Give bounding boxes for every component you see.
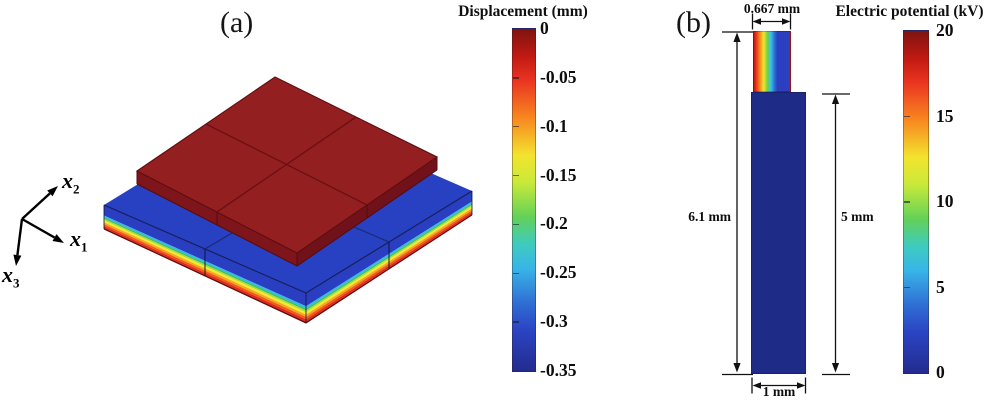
colorbar-tick-mark	[904, 286, 910, 289]
colorbar-tick-label: -0.1	[540, 115, 568, 136]
colorbar-tick-label: 0	[936, 362, 945, 382]
potential-colorbar	[903, 30, 929, 374]
colorbar-tick-label: -0.25	[540, 262, 577, 283]
axis-label-x1: x1	[70, 226, 88, 255]
colorbar-tick-label: 0	[540, 18, 549, 38]
dimension-annotations	[722, 13, 850, 394]
actuator-plate	[135, 76, 439, 267]
dim-label-top-width: 0.667 mm	[743, 1, 801, 16]
dim-label-column-height: 5 mm	[841, 209, 874, 224]
dim-label-total-height: 6.1 mm	[688, 209, 731, 224]
colorbar-tick-mark	[904, 115, 910, 118]
electrode-block	[753, 31, 791, 92]
colorbar-tick-label: 20	[936, 20, 954, 40]
panel-a-label: (a)	[220, 6, 254, 39]
displacement-colorbar-ticks: 0 -0.05 -0.1 -0.15 -0.2 -0.25 -0.3 -0.35	[540, 0, 610, 407]
axis-x1-base: x	[70, 226, 81, 251]
colorbar-tick-label: 5	[936, 276, 945, 297]
colorbar-tick-label: -0.05	[540, 66, 577, 87]
axis-x3-base: x	[2, 262, 13, 287]
colorbar-tick-mark	[513, 125, 519, 128]
dim-label-column-width: 1 mm	[762, 384, 796, 399]
potential-colorbar-title: Electric potential (kV)	[835, 3, 984, 20]
axis-x2-base: x	[62, 168, 73, 193]
axis-x2-sub: 2	[73, 181, 80, 197]
axis-x3-sub: 3	[13, 275, 20, 291]
panel-b-label: (b)	[676, 6, 711, 39]
colorbar-tick-label: 15	[936, 105, 954, 126]
colorbar-tick-mark	[513, 321, 519, 323]
axis-x1-sub: 1	[81, 239, 88, 255]
colorbar-tick-mark	[513, 223, 519, 226]
colorbar-tick-label: 10	[936, 191, 954, 211]
colorbar-tick-label: -0.15	[540, 164, 577, 185]
colorbar-tick-label: -0.35	[540, 359, 577, 380]
axis-label-x2: x2	[62, 168, 80, 197]
colorbar-tick-mark	[513, 77, 519, 79]
displacement-colorbar-title: Displacement (mm)	[458, 3, 588, 20]
displacement-colorbar	[512, 28, 536, 372]
substrate-plate	[103, 103, 473, 324]
colorbar-tick-mark	[513, 174, 519, 177]
potential-colorbar-ticks: 20 15 10 5 0	[936, 0, 993, 407]
colorbar-tick-label: -0.3	[540, 311, 568, 332]
colorbar-tick-mark	[904, 201, 910, 203]
colorbar-tick-mark	[513, 272, 519, 275]
colorbar-tick-label: -0.2	[540, 213, 568, 234]
axis-label-x3: x3	[2, 262, 20, 291]
plate-3d-scene	[13, 76, 473, 324]
axes-triad-icon	[13, 186, 64, 266]
ground-column	[751, 92, 806, 374]
